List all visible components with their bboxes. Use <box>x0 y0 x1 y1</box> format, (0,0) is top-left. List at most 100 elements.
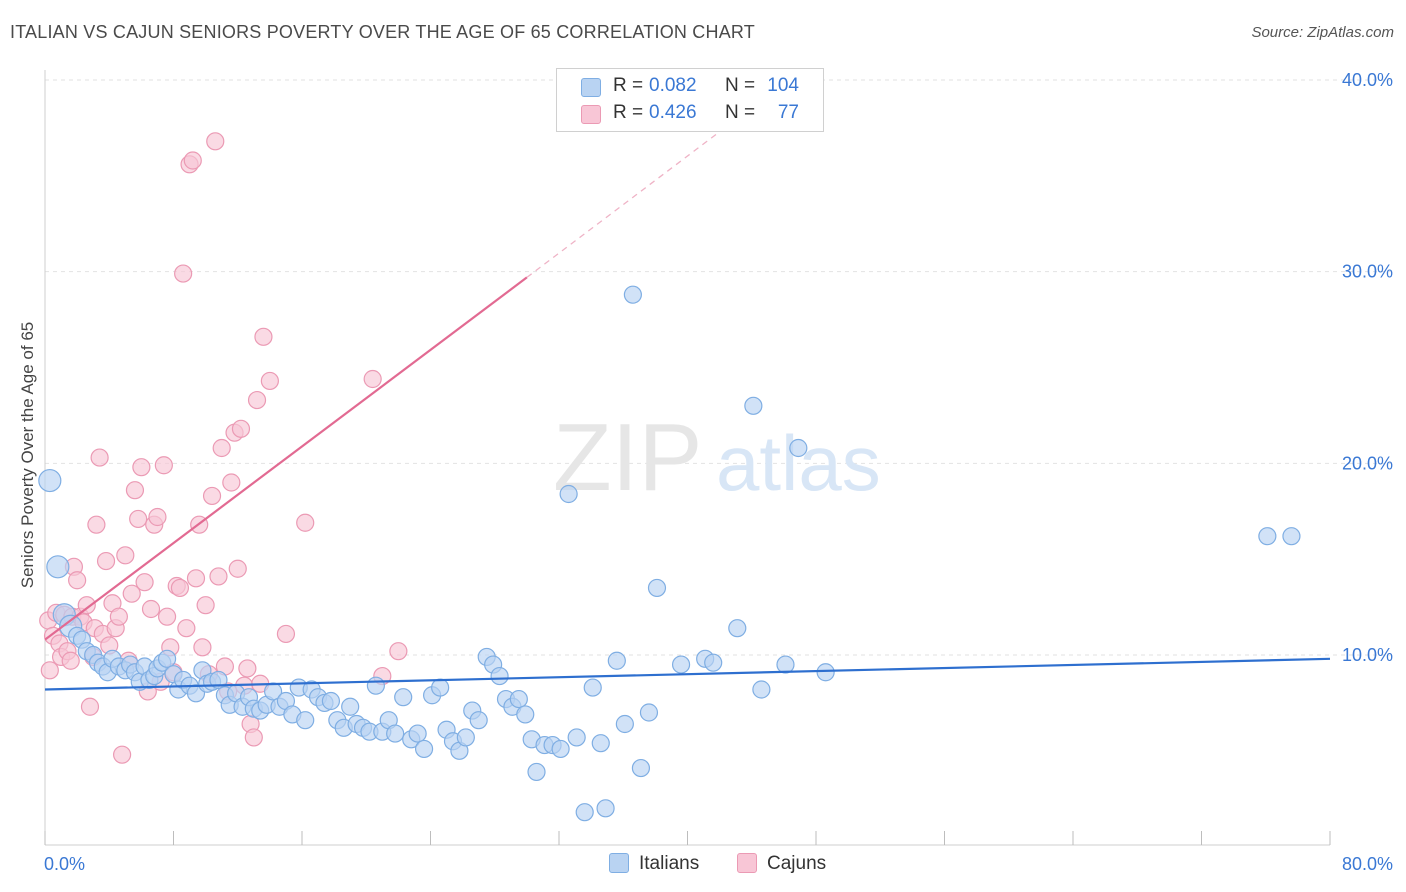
gridlines <box>45 79 1392 656</box>
italians-point <box>1282 527 1301 546</box>
cajuns-point <box>96 551 116 571</box>
cajuns-point <box>193 638 212 657</box>
italians-swatch <box>581 78 601 97</box>
italians-point <box>752 680 771 699</box>
cajuns-point <box>389 642 408 661</box>
italians-point <box>263 682 283 701</box>
italians-point <box>596 799 615 818</box>
axes <box>44 70 1331 846</box>
x-tick-label: 0.0% <box>44 854 85 874</box>
italians-point <box>527 762 546 782</box>
cajuns-point <box>90 448 109 467</box>
cajuns-point <box>135 573 154 592</box>
cajuns-point <box>154 456 173 475</box>
italians-point <box>704 653 723 672</box>
italians-point <box>551 739 570 759</box>
italians-point <box>509 689 528 709</box>
italians-legend-label: Italians <box>639 853 700 874</box>
legend-row-cajuns: R = 0.426 N = 77 <box>557 102 823 126</box>
cajuns-point <box>186 569 206 588</box>
correlation-legend: R = 0.082 N = 104 R = 0.426 N = 77 <box>556 68 824 132</box>
n-value: 104 <box>767 75 799 96</box>
cajuns-point <box>228 559 247 578</box>
italians-point <box>516 705 535 724</box>
cajuns-point <box>276 624 296 644</box>
italians-point <box>615 714 634 734</box>
italians-point <box>816 663 835 682</box>
r-value: 0.082 <box>649 75 697 96</box>
watermark-atlas: atlas <box>716 419 881 507</box>
cajuns-point <box>222 473 241 492</box>
cajuns-point <box>296 513 315 532</box>
cajuns-point <box>183 151 202 170</box>
italians-point <box>728 619 747 638</box>
cajuns-point <box>80 697 100 716</box>
cajuns-point <box>61 651 80 670</box>
source-label: Source: ZipAtlas.com <box>1251 24 1394 41</box>
cajuns-point <box>125 481 145 500</box>
italians-point <box>456 728 475 747</box>
cajuns-point <box>116 546 135 565</box>
watermark: ZIP atlas <box>553 404 881 511</box>
cajuns-point <box>206 132 225 151</box>
italians-point <box>575 803 594 822</box>
italians-point <box>559 484 578 504</box>
cajuns-point <box>238 659 257 678</box>
italians-point <box>414 739 434 759</box>
cajuns-point <box>68 571 87 590</box>
italians-point <box>591 734 610 753</box>
italians-point <box>789 438 808 458</box>
cajuns-point <box>363 369 382 389</box>
cajuns-point <box>202 486 222 506</box>
cajuns-legend-label: Cajuns <box>767 853 827 874</box>
y-tick-label: 30.0% <box>1342 262 1393 282</box>
italians-legend-swatch <box>609 853 629 873</box>
y-tick-label: 20.0% <box>1342 453 1393 473</box>
italians-point <box>647 578 667 598</box>
italians-point <box>366 676 385 695</box>
cajuns-point <box>141 599 161 619</box>
italians-trend-line <box>44 657 1331 691</box>
n-value: 77 <box>777 102 799 123</box>
y-tick-label: 10.0% <box>1342 645 1393 665</box>
italians-point <box>631 758 651 778</box>
r-label: R = <box>613 75 644 96</box>
italians-point <box>321 691 341 711</box>
legend-row-italians: R = 0.082 N = 104 <box>557 75 823 99</box>
x-tick-label: 80.0% <box>1342 854 1393 874</box>
italians-points <box>38 285 1301 822</box>
cajuns-point <box>196 596 215 615</box>
cajuns-point <box>112 745 132 764</box>
italians-point <box>776 655 795 674</box>
cajuns-point <box>40 661 59 680</box>
cajuns-point <box>209 567 228 586</box>
cajuns-trend-line <box>44 276 528 641</box>
tick-labels: 10.0% 20.0% 30.0% 40.0% 0.0% 80.0% <box>44 70 1393 874</box>
italians-point <box>157 649 177 668</box>
cajuns-point <box>254 327 273 346</box>
cajuns-point <box>170 578 190 598</box>
cajuns-point <box>148 507 167 527</box>
cajuns-point <box>247 390 267 410</box>
cajuns-point <box>244 728 263 747</box>
cajuns-point <box>177 619 196 638</box>
italians-point <box>469 711 488 730</box>
chart-title: ITALIAN VS CAJUN SENIORS POVERTY OVER TH… <box>10 22 755 42</box>
cajuns-point <box>212 438 231 458</box>
italians-point <box>394 688 413 707</box>
cajuns-point <box>129 509 148 529</box>
italians-point <box>46 555 70 579</box>
italians-point <box>296 711 315 730</box>
r-value: 0.426 <box>649 102 697 123</box>
italians-point <box>623 285 642 304</box>
cajuns-point <box>260 371 279 391</box>
italians-point <box>408 724 427 743</box>
italians-point <box>671 655 691 674</box>
cajuns-point <box>77 596 96 615</box>
italians-point <box>1258 527 1277 546</box>
italians-point <box>567 728 586 747</box>
cajuns-point <box>231 419 251 438</box>
italians-point <box>386 724 405 743</box>
n-label: N = <box>725 75 756 96</box>
